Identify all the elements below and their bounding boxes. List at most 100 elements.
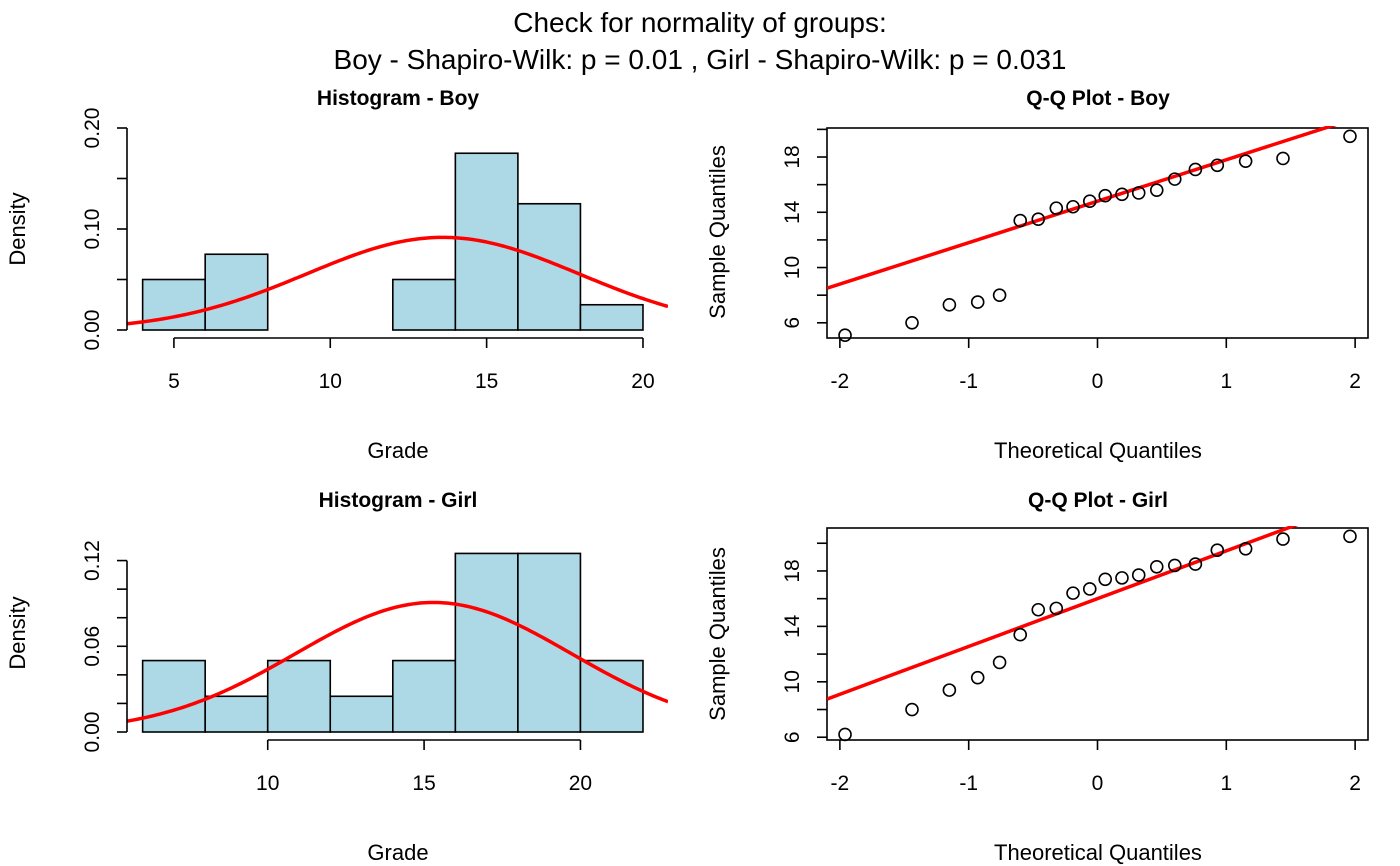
panel-title: Q-Q Plot - Girl <box>1028 489 1168 512</box>
panel-qq-boy: Q-Q Plot - Boy Theoretical Quantiles Sam… <box>705 87 1202 463</box>
qq-point <box>992 288 1007 302</box>
y-tick-label: 0.12 <box>81 540 104 581</box>
histogram-bar <box>579 303 644 331</box>
panel-title: Histogram - Boy <box>317 87 480 110</box>
qq-point <box>1049 601 1064 616</box>
qq-point <box>992 655 1007 670</box>
qq-point <box>838 328 852 343</box>
plot-area-2: -2 -1 0 1 2 6 10 14 18 <box>781 126 1369 393</box>
x-tick-label: 2 <box>1349 370 1361 393</box>
x-tick-label: -2 <box>831 370 850 393</box>
y-tick-label: 14 <box>781 614 804 638</box>
qq-point <box>1013 213 1028 228</box>
histogram-bar <box>454 552 519 733</box>
y-axis-label: Sample Quantiles <box>705 145 730 319</box>
qq-point <box>970 295 985 309</box>
histogram-bar <box>392 278 457 331</box>
qq-point <box>970 670 985 685</box>
x-tick-label: 20 <box>569 772 592 795</box>
y-axis-label: Density <box>5 192 30 265</box>
plot-area-1: 5 10 15 20 0.00 0.10 0.20 <box>81 108 668 393</box>
y-tick-label: 18 <box>781 559 804 582</box>
x-tick-label: 10 <box>319 370 342 393</box>
x-tick-label: 0 <box>1092 772 1104 795</box>
qq-point <box>1131 186 1146 200</box>
qq-point <box>1167 558 1182 573</box>
qq-point <box>1210 543 1225 557</box>
y-tick-label: 0.20 <box>81 108 104 149</box>
x-axis-label: Grade <box>367 438 428 463</box>
qq-point <box>1082 582 1097 596</box>
qq-point <box>1238 154 1253 168</box>
y-tick-label: 0.00 <box>81 310 104 351</box>
histogram-bar <box>517 202 582 331</box>
histogram-bar <box>579 659 644 733</box>
x-axis-label: Theoretical Quantiles <box>994 840 1202 865</box>
qq-point <box>1098 572 1113 587</box>
qq-point <box>1131 568 1146 582</box>
x-axis-label: Grade <box>367 840 428 865</box>
figure-title-line-1: Check for normality of groups: <box>513 7 887 38</box>
qq-point <box>942 298 957 312</box>
figure-title-line-2: Boy - Shapiro-Wilk: p = 0.01 , Girl - Sh… <box>334 44 1067 75</box>
qq-point <box>1149 559 1164 574</box>
qq-point <box>1276 532 1290 546</box>
qq-point <box>1082 194 1097 209</box>
histogram-bar <box>141 659 206 733</box>
x-tick-label: 20 <box>631 370 654 393</box>
panel-title: Q-Q Plot - Boy <box>1026 87 1170 110</box>
histogram-bar <box>266 659 332 733</box>
qq-point <box>1149 183 1164 197</box>
plot-frame <box>826 527 1369 741</box>
x-tick-label: 2 <box>1349 772 1361 795</box>
x-tick-label: 1 <box>1220 772 1232 795</box>
y-tick-label: 0.00 <box>81 712 104 753</box>
qq-point <box>1188 162 1203 177</box>
qq-point <box>1167 172 1182 186</box>
qq-point <box>1188 557 1203 571</box>
x-tick-label: 15 <box>412 772 435 795</box>
qq-point <box>1115 571 1129 585</box>
y-tick-label: 10 <box>781 670 804 693</box>
panel-title: Histogram - Girl <box>319 489 478 512</box>
qq-point <box>1066 199 1080 214</box>
qq-point <box>1276 151 1290 166</box>
qq-point <box>838 727 852 742</box>
qq-point <box>1049 201 1064 215</box>
qq-reference-line <box>827 126 1337 290</box>
qq-reference-line <box>827 526 1299 701</box>
qq-point <box>1066 586 1080 600</box>
qq-point <box>905 316 919 330</box>
qq-point <box>1031 602 1046 617</box>
x-tick-label: 10 <box>256 772 279 795</box>
panel-qq-girl: Q-Q Plot - Girl Theoretical Quantiles Sa… <box>705 489 1202 865</box>
x-tick-label: 5 <box>168 370 180 393</box>
panel-histogram-boy: Histogram - Boy Grade Density <box>5 87 479 463</box>
normal-density-curve <box>127 600 668 723</box>
panel-histogram-girl: Histogram - Girl Grade Density <box>5 489 477 865</box>
y-tick-label: 0.06 <box>81 626 104 667</box>
x-tick-label: 0 <box>1092 370 1104 393</box>
x-tick-label: -2 <box>831 772 850 795</box>
y-tick-label: 6 <box>781 317 804 329</box>
x-tick-label: -1 <box>959 772 978 795</box>
y-tick-label: 0.10 <box>81 209 104 250</box>
x-tick-label: 15 <box>475 370 498 393</box>
qq-point <box>1098 188 1113 203</box>
qq-point <box>942 683 957 697</box>
x-tick-label: 1 <box>1220 370 1232 393</box>
normal-density-curve <box>127 235 668 326</box>
qq-point <box>1013 627 1028 642</box>
plot-area-3: 10 15 20 0.00 0.06 0.12 <box>81 540 668 795</box>
histogram-bar <box>392 659 457 733</box>
qq-point <box>1343 129 1357 144</box>
qq-point <box>1238 541 1253 556</box>
qq-point <box>905 702 919 717</box>
y-axis-label: Density <box>5 596 30 669</box>
plot-area-4: -2 -1 0 1 2 6 10 14 18 <box>781 526 1369 795</box>
y-axis-label: Sample Quantiles <box>705 547 730 721</box>
qq-point <box>1115 187 1129 202</box>
x-axis-label: Theoretical Quantiles <box>994 438 1202 463</box>
plot-frame <box>826 127 1369 339</box>
